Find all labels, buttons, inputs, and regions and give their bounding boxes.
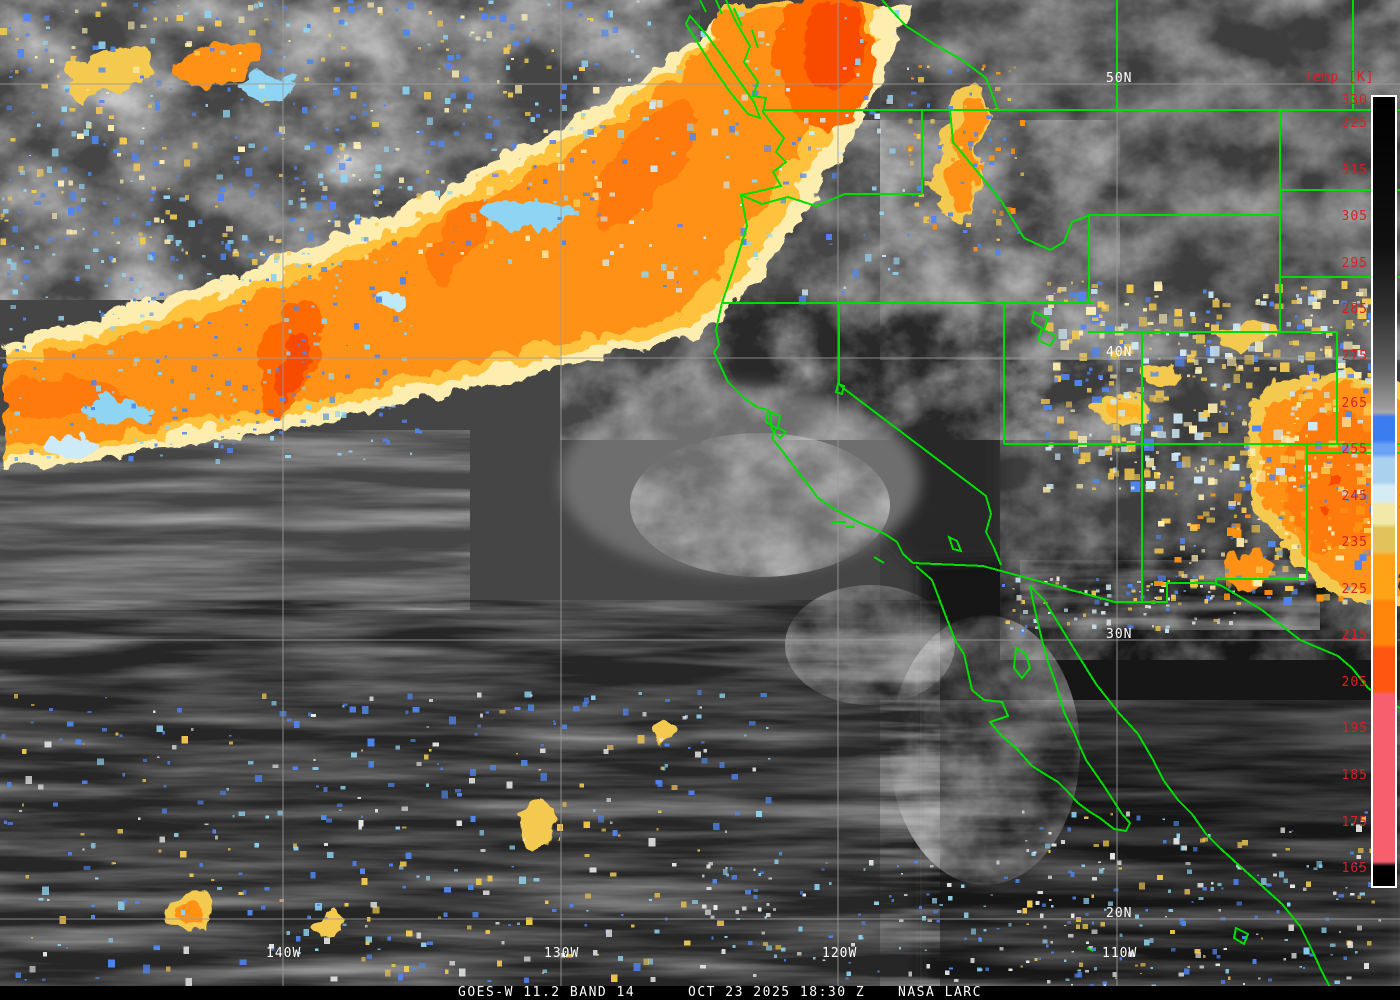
border-tx-nm xyxy=(1215,444,1308,583)
colorbar-tick-label: 330 xyxy=(1341,93,1368,108)
colorbar-tick-label: 305 xyxy=(1341,209,1368,225)
colorbar-tick-label: 195 xyxy=(1341,721,1368,737)
colorbar-tick-label: 265 xyxy=(1341,395,1368,411)
latitude-label: 30N xyxy=(1106,627,1133,642)
colorbar-tick-label: 185 xyxy=(1341,767,1368,783)
caption-instrument: GOES-W 11.2 BAND 14 xyxy=(458,985,636,1000)
islas-marias xyxy=(1086,947,1094,952)
colorbar-tick-label: 205 xyxy=(1341,674,1368,690)
latitude-label: 50N xyxy=(1106,71,1133,86)
coastline-mexico-mainland xyxy=(1029,585,1331,988)
colorbar-tick-label: 225 xyxy=(1341,581,1368,597)
isla-bottom-right xyxy=(1232,926,1250,946)
lake-tahoe xyxy=(834,382,846,396)
colorbar-title: Temp [K] xyxy=(1304,70,1375,85)
border-bc-alberta xyxy=(881,0,999,111)
bc-inlets xyxy=(699,0,759,49)
latitude-label: 20N xyxy=(1106,906,1133,921)
channel-islands xyxy=(832,521,885,564)
colorbar-tick-label: 285 xyxy=(1341,302,1368,318)
great-salt-lake xyxy=(1030,310,1058,348)
caption-credit: NASA LARC xyxy=(898,985,982,1000)
cloud-speckle-layer xyxy=(0,0,1384,988)
longitude-label: 130W xyxy=(544,946,580,961)
baja-california xyxy=(915,565,1132,833)
colorbar-tick-label: 275 xyxy=(1341,349,1368,365)
colorbar-tick-label: 245 xyxy=(1341,488,1368,504)
colorbar-tick-label: 295 xyxy=(1341,255,1368,271)
colorbar-tick-label: 255 xyxy=(1341,442,1368,458)
border-wa-or xyxy=(740,193,922,208)
coastline-west xyxy=(712,0,914,564)
colorbar-tick-label: 235 xyxy=(1341,535,1368,551)
salton-sea xyxy=(947,535,963,553)
colorbar-tick-label: 315 xyxy=(1341,162,1368,178)
colorbar-tick-label: 165 xyxy=(1341,861,1368,877)
temperature-colorbar xyxy=(1371,95,1397,888)
caption-bar: GOES-W 11.2 BAND 14 OCT 23 2025 18:30 Z … xyxy=(0,986,1400,1000)
colorbar-tick-label: 325 xyxy=(1341,116,1368,132)
border-id-mt xyxy=(949,109,1089,252)
longitude-label: 110W xyxy=(1102,946,1138,961)
border-mexico-us xyxy=(912,562,1400,709)
isla-tiburon xyxy=(1012,646,1032,680)
vancouver-island xyxy=(684,14,762,120)
colorbar-tick-label: 175 xyxy=(1341,814,1368,830)
map-boundaries xyxy=(684,0,1400,988)
longitude-label: 120W xyxy=(822,946,858,961)
sf-bay xyxy=(768,410,788,440)
colorbar-tick-label: 215 xyxy=(1341,628,1368,644)
caption-datetime: OCT 23 2025 18:30 Z xyxy=(688,985,866,1000)
longitude-label: 140W xyxy=(266,946,302,961)
latitude-label: 40N xyxy=(1106,345,1133,360)
